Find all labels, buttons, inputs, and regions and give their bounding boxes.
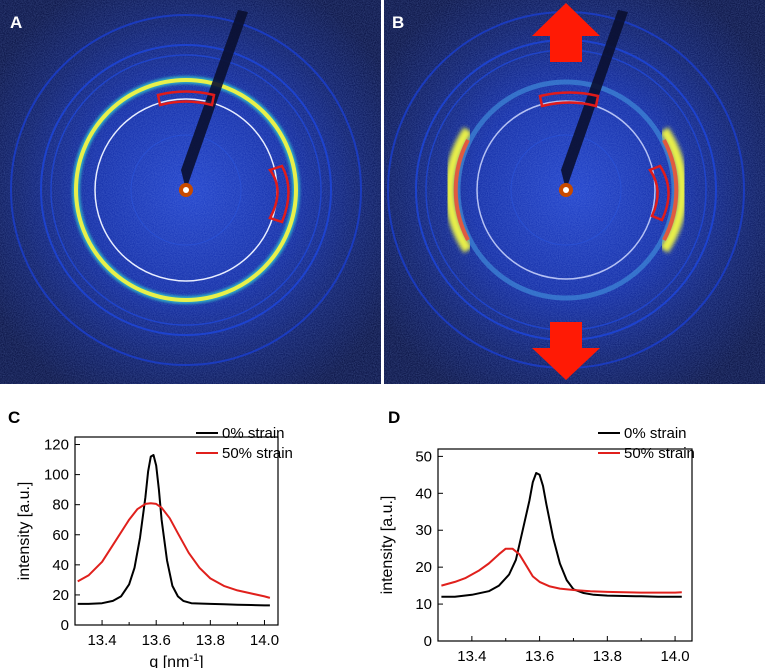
faint-ring: [40, 44, 332, 336]
y-tick-label: 40: [52, 557, 69, 574]
plot-c: C 0 20 40 60 80 100 120 13.4 13.6 13.8 14.0 q [nm-1]…: [0, 395, 380, 668]
x-axis-label-main: q [nm: [149, 654, 189, 668]
x-tick-label: 14.0: [660, 648, 689, 665]
x-tick-label: 13.4: [87, 632, 116, 649]
x-tick-label: 13.6: [525, 648, 554, 665]
y-tick-label: 30: [415, 522, 432, 539]
main-ring: [74, 78, 298, 302]
faint-ring-inner: [130, 134, 242, 246]
y-tick-label: 100: [44, 467, 69, 484]
y-tick-label: 20: [415, 559, 432, 576]
equatorial-arc-right-core: [662, 139, 679, 241]
faint-ring-inner: [510, 134, 622, 246]
series-line-0pct: [77, 454, 270, 607]
y-axis-label: intensity [a.u.]: [379, 496, 396, 595]
y-tick-label: 120: [44, 437, 69, 454]
inner-white-ring: [476, 100, 656, 280]
highlight-box-right: [648, 164, 670, 222]
faint-ring-outer: [10, 14, 362, 366]
series-line-0pct: [441, 472, 682, 598]
diffraction-svg-a: A: [0, 0, 381, 384]
beam-center: [563, 187, 569, 193]
beam-center: [183, 187, 189, 193]
panel-label-a: A: [10, 13, 22, 32]
y-tick-label: 0: [61, 617, 69, 634]
arrow-down-icon: [532, 322, 600, 380]
diffraction-image-a: A: [0, 0, 381, 384]
arrow-up-icon: [532, 3, 600, 62]
series-line-50pct: [441, 547, 682, 594]
x-tick-label: 13.4: [457, 648, 486, 665]
main-ring: [455, 79, 677, 301]
plot-frame: [74, 436, 279, 626]
beam-stop: [561, 10, 628, 190]
y-tick-label: 50: [415, 448, 432, 465]
equatorial-arc-right: [659, 127, 688, 253]
plot-frame: [437, 448, 693, 642]
y-tick-label: 60: [52, 527, 69, 544]
y-tick-label: 80: [52, 497, 69, 514]
highlight-box-top: [538, 91, 600, 108]
x-axis-label-exp: -1: [189, 652, 199, 664]
panel-label-c: C: [8, 408, 20, 427]
x-tick-label: 13.8: [593, 648, 622, 665]
x-tick-label: 13.6: [142, 632, 171, 649]
legend-label: 0% strain: [222, 425, 285, 442]
legend-label: 0% strain: [624, 425, 687, 442]
beam-stop: [181, 10, 248, 190]
diffraction-image-b: B: [384, 0, 765, 384]
series-line-50pct: [77, 502, 271, 599]
equatorial-arc-left: [444, 127, 473, 253]
x-axis-label: q [nm-1]: [149, 652, 203, 668]
x-tick-label: 14.0: [250, 632, 279, 649]
y-axis-label: intensity [a.u.]: [16, 482, 33, 581]
highlight-box-right: [267, 164, 290, 224]
chart-c-svg: C 0 20 40 60 80 100 120 13.4 13.6 13.8 14.0 q [nm-1]…: [8, 408, 293, 668]
equatorial-arc-left-core: [453, 139, 470, 241]
x-tick-label: 13.8: [196, 632, 225, 649]
highlight-box-top: [156, 90, 216, 107]
diffraction-svg-b: B: [384, 0, 765, 384]
legend-label: 50% strain: [624, 445, 695, 462]
legend-label: 50% strain: [222, 445, 293, 462]
y-tick-label: 0: [424, 633, 432, 650]
y-tick-label: 40: [415, 485, 432, 502]
y-tick-label: 20: [52, 587, 69, 604]
y-tick-label: 10: [415, 596, 432, 613]
faint-ring: [50, 54, 322, 326]
x-axis-label-close: ]: [199, 654, 203, 668]
panel-label-b: B: [392, 13, 404, 32]
panel-label-d: D: [388, 408, 400, 427]
